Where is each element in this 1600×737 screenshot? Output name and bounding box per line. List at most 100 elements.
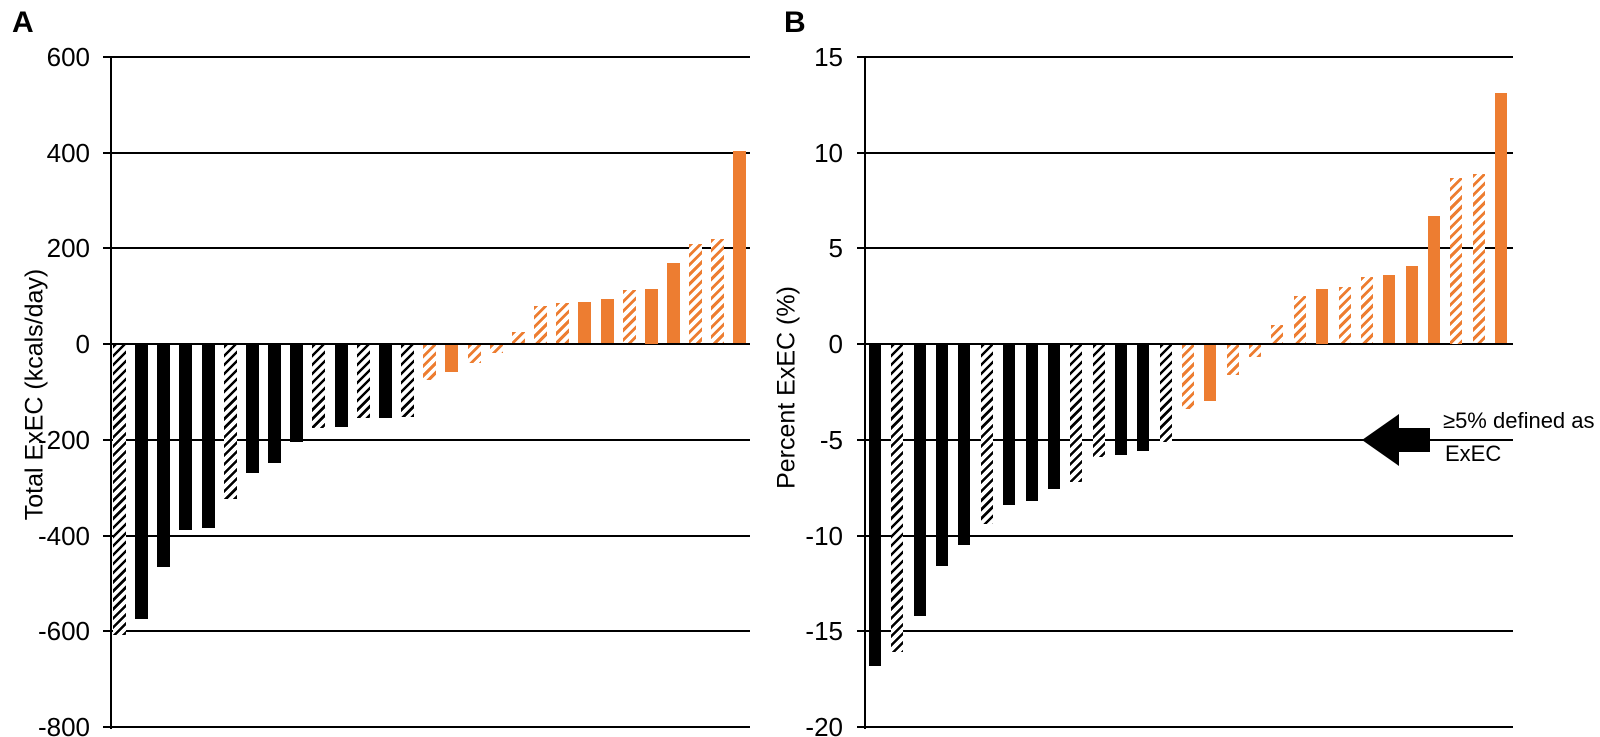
bar-a-17 — [490, 345, 503, 353]
y-tick-label-a: 200 — [46, 233, 90, 263]
gridline-b--20 — [864, 726, 1513, 728]
bar-a-4 — [202, 345, 215, 528]
bar-b-7 — [1026, 345, 1038, 501]
bar-a-22 — [601, 299, 614, 343]
gridline-a-400 — [110, 152, 750, 154]
bar-a-18 — [512, 332, 525, 343]
y-tick-label-b: 15 — [814, 42, 843, 72]
y-tick-mark-b — [857, 535, 864, 537]
y-axis-title-percent-exec: Percent ExEC (%) — [772, 286, 801, 489]
bar-a-6 — [246, 345, 259, 473]
y-tick-label-b: -15 — [805, 616, 843, 646]
bar-b-23 — [1383, 275, 1395, 343]
y-tick-mark-b — [857, 343, 864, 345]
bar-b-6 — [1003, 345, 1015, 505]
bar-b-0 — [869, 345, 881, 666]
y-tick-mark-a — [103, 439, 110, 441]
gridline-a--800 — [110, 726, 750, 728]
gridline-b-10 — [864, 152, 1513, 154]
gridline-b-5 — [864, 247, 1513, 249]
y-tick-label-a: -200 — [37, 425, 90, 455]
bar-a-15 — [445, 345, 458, 372]
bar-b-27 — [1473, 174, 1485, 343]
bar-b-28 — [1495, 93, 1507, 343]
y-tick-label-b: -10 — [805, 521, 843, 551]
bar-b-24 — [1406, 266, 1418, 343]
bar-b-16 — [1227, 345, 1239, 375]
bar-a-26 — [689, 244, 702, 343]
bar-b-14 — [1182, 345, 1194, 409]
bar-a-23 — [623, 290, 636, 343]
threshold-annotation-line2: ExEC — [1445, 441, 1502, 466]
bar-a-10 — [335, 345, 348, 427]
gridline-a-600 — [110, 56, 750, 58]
bar-b-19 — [1294, 296, 1306, 343]
panel-a-label: A — [12, 6, 34, 39]
y-tick-label-b: 5 — [828, 233, 843, 263]
gridline-b-0 — [864, 343, 1513, 345]
y-tick-label-a: -400 — [37, 521, 90, 551]
bar-b-25 — [1428, 216, 1440, 343]
y-tick-mark-a — [103, 152, 110, 154]
y-tick-mark-a — [103, 535, 110, 537]
bar-b-17 — [1249, 345, 1261, 357]
bar-b-8 — [1048, 345, 1060, 489]
bar-a-13 — [401, 345, 414, 417]
y-axis-line-a — [110, 57, 112, 729]
y-tick-mark-a — [103, 247, 110, 249]
bar-a-8 — [290, 345, 303, 442]
bar-a-20 — [556, 303, 569, 343]
gridline-a--600 — [110, 630, 750, 632]
bar-b-12 — [1137, 345, 1149, 451]
bar-a-25 — [667, 263, 680, 343]
y-tick-mark-a — [103, 630, 110, 632]
bar-b-5 — [981, 345, 993, 524]
bar-a-12 — [379, 345, 392, 418]
bar-a-0 — [113, 345, 126, 635]
bar-a-19 — [534, 306, 547, 343]
y-tick-label-a: 400 — [46, 138, 90, 168]
y-tick-label-b: -20 — [805, 712, 843, 737]
bar-a-7 — [268, 345, 281, 463]
bar-a-14 — [423, 345, 436, 380]
threshold-arrow-icon — [1362, 414, 1430, 466]
panel-b-label: B — [784, 6, 806, 39]
y-tick-mark-a — [103, 726, 110, 728]
bar-b-1 — [891, 345, 903, 652]
y-tick-label-a: 600 — [46, 42, 90, 72]
y-tick-label-a: -600 — [37, 616, 90, 646]
y-tick-mark-b — [857, 439, 864, 441]
gridline-a--400 — [110, 535, 750, 537]
bar-a-28 — [733, 151, 746, 343]
gridline-b--15 — [864, 630, 1513, 632]
gridline-a--200 — [110, 439, 750, 441]
bar-a-24 — [645, 289, 658, 344]
bar-b-26 — [1450, 178, 1462, 344]
bar-b-11 — [1115, 345, 1127, 455]
y-tick-label-a: -800 — [37, 712, 90, 737]
bar-b-21 — [1339, 287, 1351, 343]
y-tick-label-a: 0 — [75, 329, 90, 359]
gridline-b--10 — [864, 535, 1513, 537]
bar-a-5 — [224, 345, 237, 499]
bar-a-27 — [711, 239, 724, 343]
bar-a-16 — [468, 345, 481, 363]
bar-b-13 — [1160, 345, 1172, 442]
y-tick-mark-a — [103, 343, 110, 345]
y-tick-label-b: -5 — [819, 425, 843, 455]
bar-a-21 — [578, 302, 591, 343]
bar-a-11 — [357, 345, 370, 418]
y-tick-mark-b — [857, 247, 864, 249]
y-tick-label-b: 0 — [828, 329, 843, 359]
bar-b-2 — [914, 345, 926, 616]
bar-a-9 — [312, 345, 325, 428]
bar-a-1 — [135, 345, 148, 619]
y-tick-label-b: 10 — [814, 138, 843, 168]
y-tick-mark-a — [103, 56, 110, 58]
gridline-b-15 — [864, 56, 1513, 58]
bar-b-10 — [1093, 345, 1105, 457]
y-axis-title-total-exec: Total ExEC (kcals/day) — [20, 268, 49, 521]
bar-b-22 — [1361, 277, 1373, 343]
bar-a-3 — [179, 345, 192, 530]
